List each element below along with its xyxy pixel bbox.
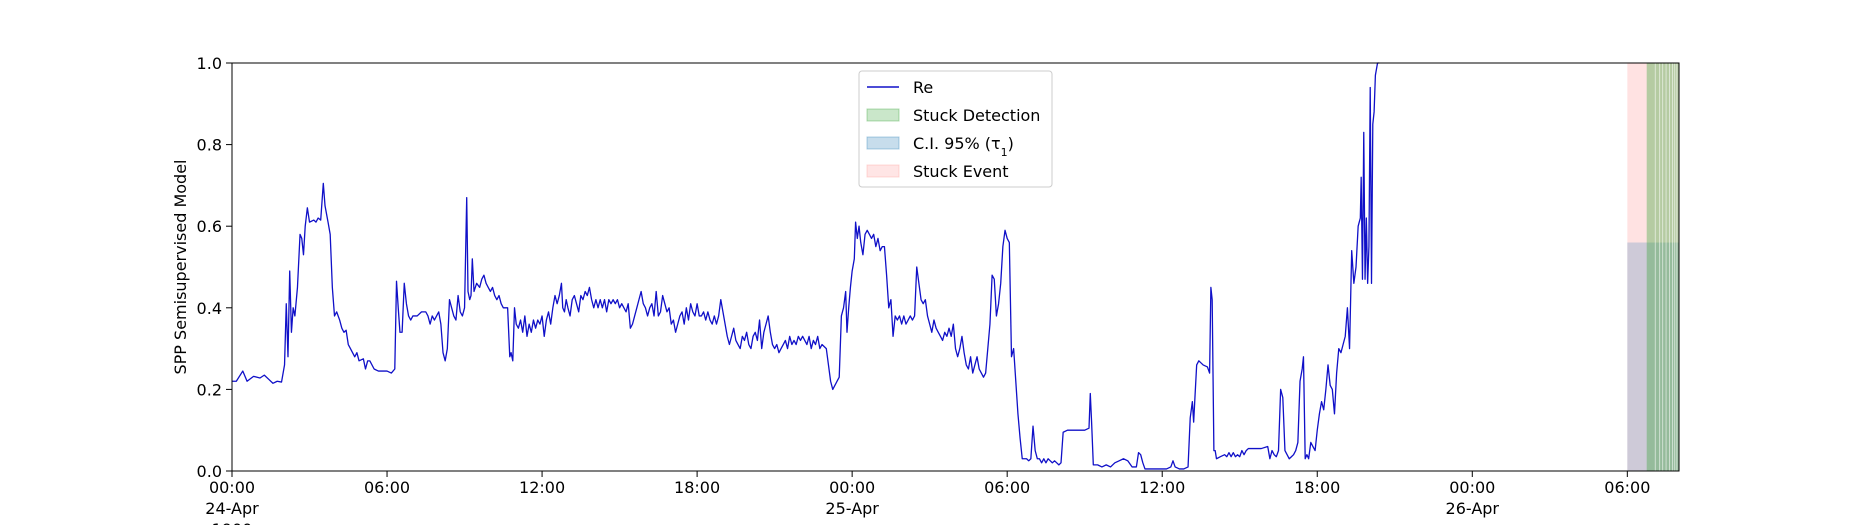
shaded-bands [1627,63,1679,471]
x-tick-label: 18:00 [674,478,720,497]
x-tick-date-label: 26-Apr [1446,499,1500,518]
x-tick-label: 00:00 [209,478,255,497]
y-axis: 0.0 0.2 0.4 0.6 0.8 1.0 [197,54,232,481]
x-tick-label: 00:00 [829,478,875,497]
y-tick-label: 1.0 [197,54,222,73]
x-tick-label: 18:00 [1294,478,1340,497]
x-tick-date-label: 25-Apr [825,499,879,518]
x-tick-label: 12:00 [1139,478,1185,497]
legend-swatch-ev [866,164,900,178]
x-tick-label: 06:00 [1604,478,1650,497]
legend-label-det: Stuck Detection [913,106,1040,125]
x-tick-label: 06:00 [364,478,410,497]
legend-box [858,70,1053,188]
y-tick-label: 0.2 [197,380,222,399]
plot-frame [231,62,1680,472]
legend-label-re: Re [913,78,933,97]
legend-swatch-ci [866,136,900,150]
y-tick-label: 0.8 [197,136,222,155]
y-tick-label: 0.0 [197,462,222,481]
x-tick-label: 12:00 [519,478,565,497]
y-tick-label: 0.4 [197,299,222,318]
y-axis-label: SPP Semisupervised Model [171,160,190,375]
series-line-re [232,62,1380,470]
legend-label-ev: Stuck Event [913,162,1009,181]
legend-swatch-det [866,108,900,122]
band-stuck-event [1627,63,1679,471]
x-tick-label: 06:00 [984,478,1030,497]
x-axis: 00:00 24-Apr 1900 06:00 12:00 18:00 00:00 25-Ap… [205,471,1650,525]
x-tick-date-label: 24-Apr [205,499,259,518]
y-tick-label: 0.6 [197,217,222,236]
series-lines [232,62,1380,470]
band-c-i-95-1 [1627,242,1679,471]
x-tick-label: 00:00 [1449,478,1495,497]
x-tick-year-label: 1900 [212,520,253,525]
